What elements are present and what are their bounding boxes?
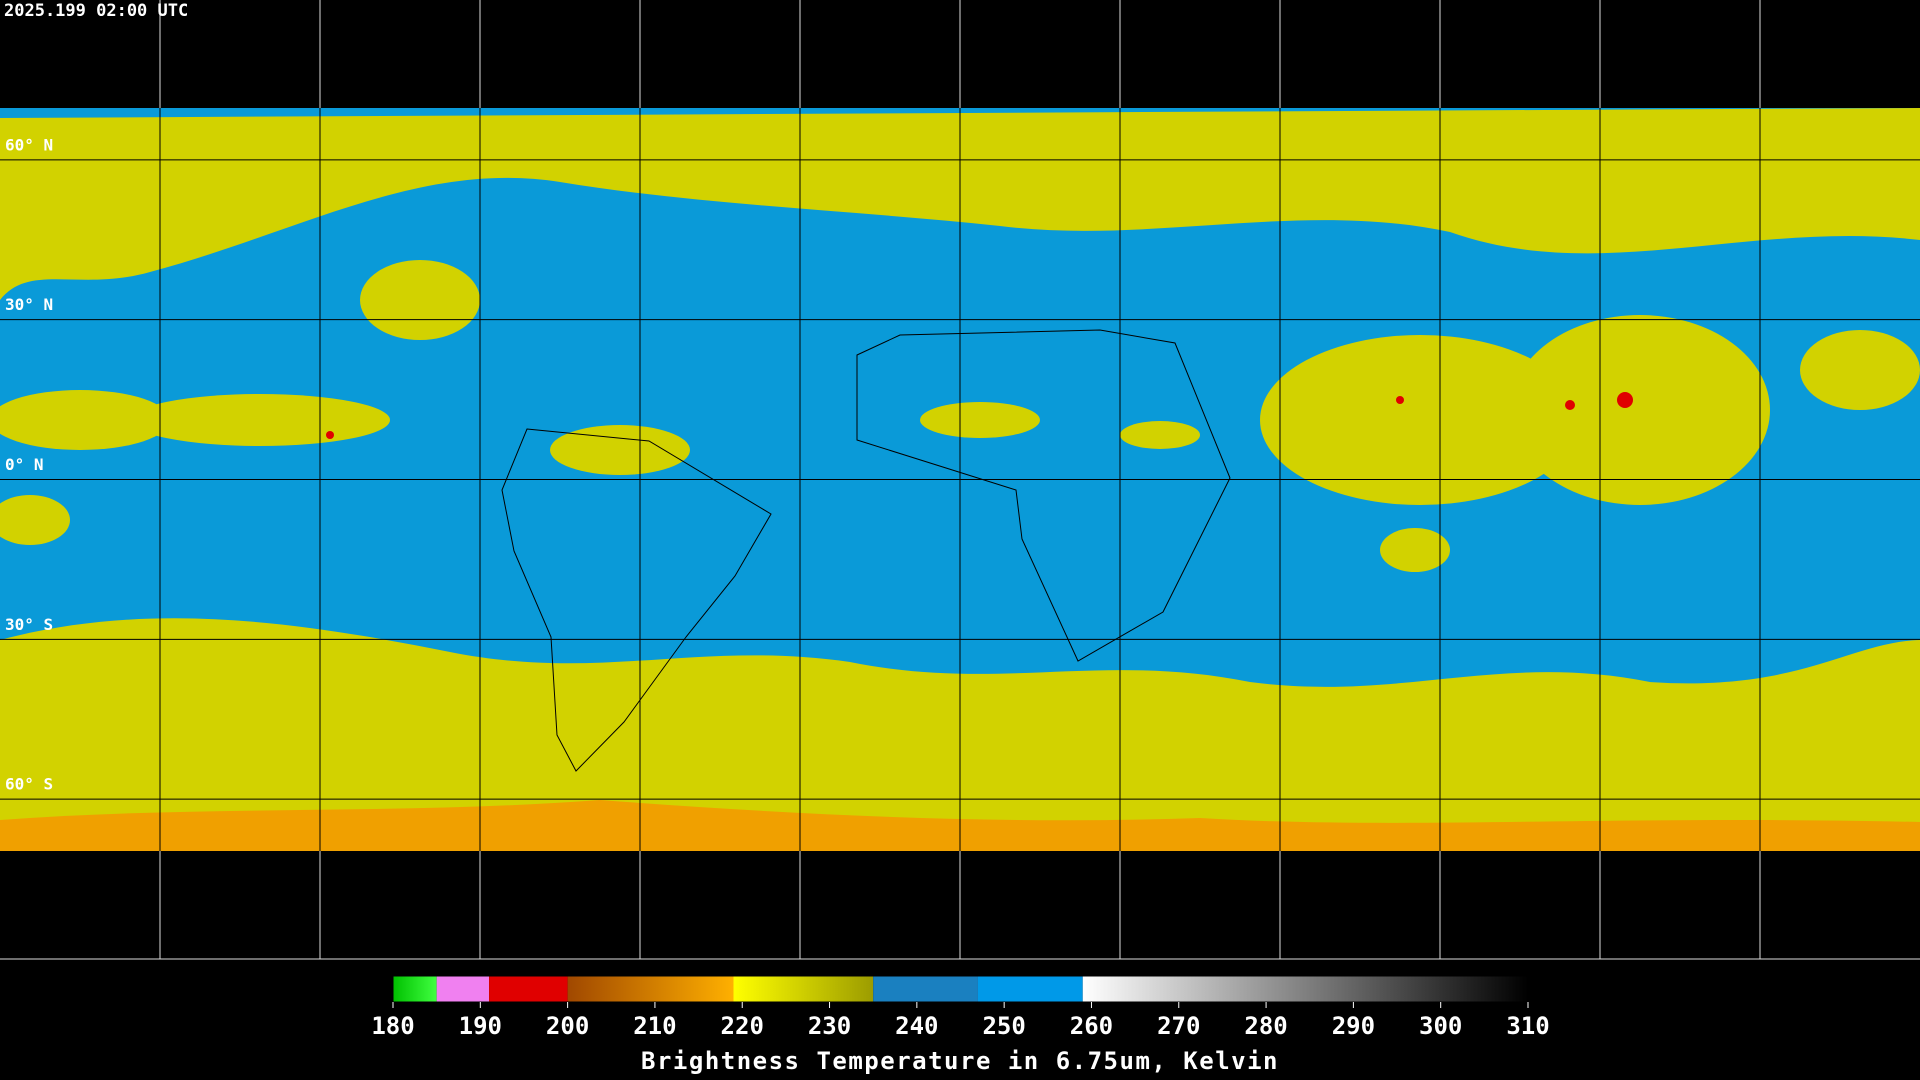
colorbar-label: Brightness Temperature in 6.75um, Kelvin	[641, 1047, 1279, 1075]
colorbar-tick-label: 270	[1157, 1012, 1200, 1040]
cloud	[550, 425, 690, 475]
cell	[326, 431, 334, 439]
colorbar-tick-label: 300	[1419, 1012, 1462, 1040]
colorbar-tick-label: 230	[808, 1012, 851, 1040]
colorbar-segment	[567, 976, 734, 1002]
south-america-outline	[501, 428, 772, 772]
timestamp: 2025.199 02:00 UTC	[4, 1, 188, 21]
colorbar-segment	[733, 976, 874, 1002]
cloud	[1800, 330, 1920, 410]
graticule: 60° N 30° N 0° N 30° S 60° S	[0, 0, 1920, 960]
colorbar-tick-label: 250	[982, 1012, 1025, 1040]
colorbar-tick-label: 240	[895, 1012, 938, 1040]
cloud	[1120, 421, 1200, 449]
latitude-label: 60° S	[5, 775, 53, 794]
colorbar-tick-label: 210	[633, 1012, 676, 1040]
cloud	[130, 394, 390, 446]
latitude-label: 30° N	[5, 295, 53, 314]
colorbar-segment	[1082, 976, 1528, 1002]
colorbar-tick-label: 290	[1332, 1012, 1375, 1040]
colorbar-frame	[392, 975, 1529, 1003]
colorbar-segment	[489, 976, 568, 1002]
africa-outline	[856, 329, 1231, 662]
cell	[1396, 396, 1404, 404]
colorbar: 180 190 200 210 220 230 240 250 260 270 280 290 300 3…	[371, 975, 1550, 1040]
cloud	[0, 390, 170, 450]
colorbar-segment	[393, 976, 437, 1002]
colorbar-tick-label: 180	[371, 1012, 414, 1040]
deep-convection	[326, 392, 1633, 439]
colorbar-tick-label: 200	[546, 1012, 589, 1040]
cloud	[360, 260, 480, 340]
colorbar-segment	[436, 976, 490, 1002]
cell	[1617, 392, 1633, 408]
cloud	[1380, 528, 1450, 572]
cell	[1565, 400, 1575, 410]
colorbar-tick-label: 260	[1070, 1012, 1113, 1040]
colorbar-tick-label: 280	[1244, 1012, 1287, 1040]
colorbar-tick-label: 220	[721, 1012, 764, 1040]
colorbar-segment	[977, 976, 1083, 1002]
latitude-label: 60° N	[5, 135, 53, 154]
cloud	[1260, 335, 1580, 505]
coastlines	[501, 329, 1231, 772]
latitude-label: 0° N	[5, 455, 44, 474]
colorbar-segment	[873, 976, 978, 1002]
colorbar-tick-label: 190	[459, 1012, 502, 1040]
latitude-label: 30° S	[5, 615, 53, 634]
cloud	[0, 495, 70, 545]
cloud	[1510, 315, 1770, 505]
colorbar-tick-label: 310	[1506, 1012, 1549, 1040]
cloud	[920, 402, 1040, 438]
